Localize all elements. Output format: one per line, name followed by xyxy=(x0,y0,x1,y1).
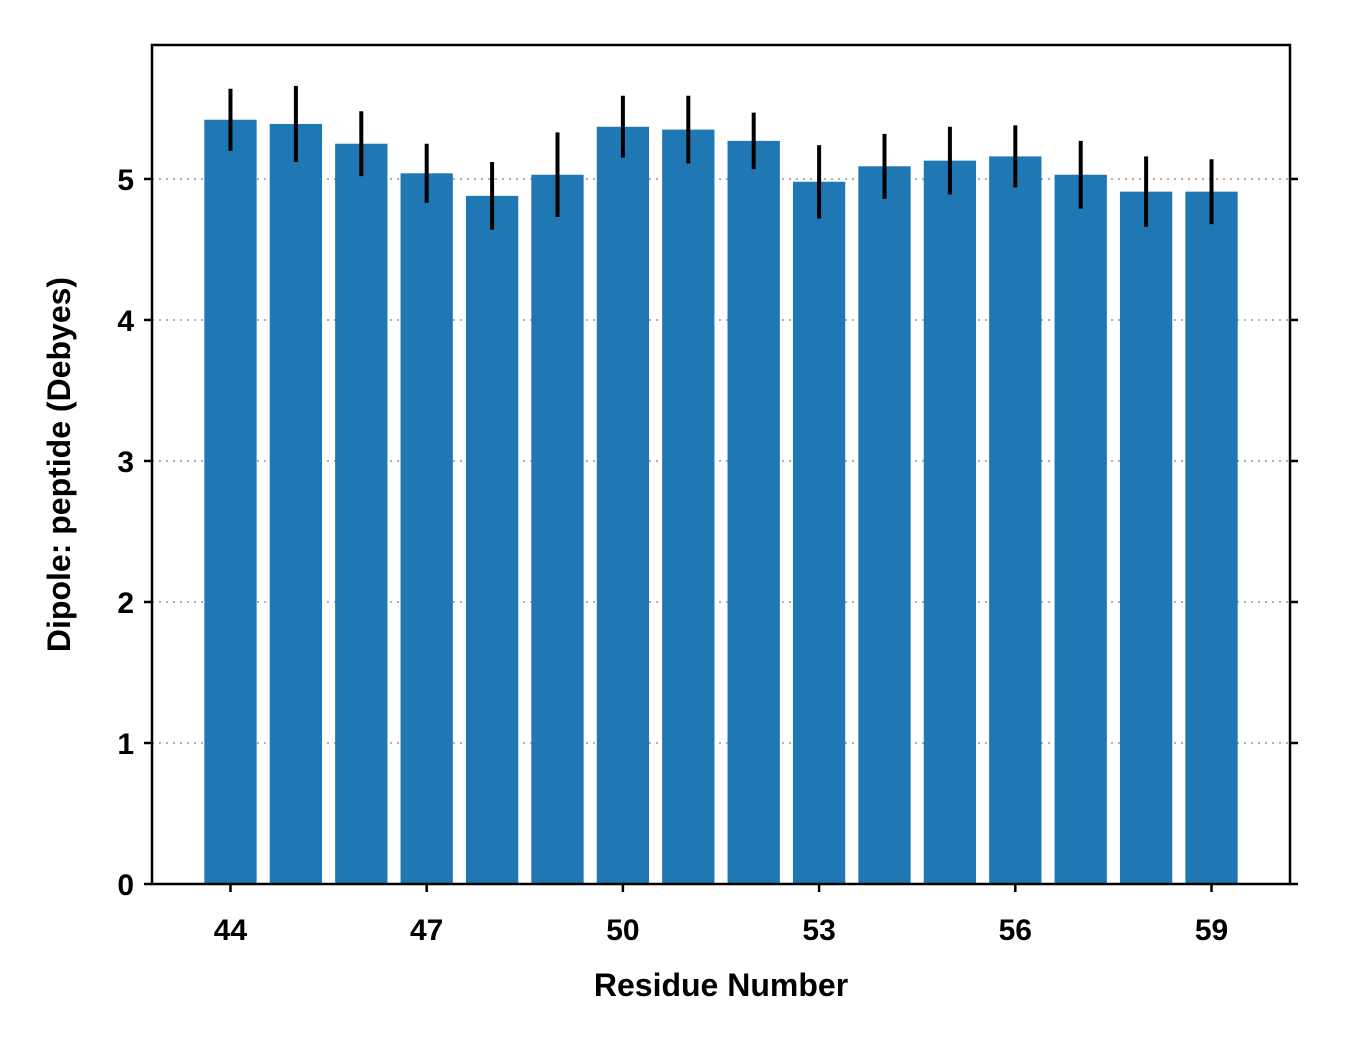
bar-residue-49 xyxy=(531,174,584,885)
x-tick-label: 47 xyxy=(410,914,443,947)
bar-residue-59 xyxy=(1185,191,1238,884)
bar-residue-45 xyxy=(269,123,323,884)
bar-residue-57 xyxy=(1054,174,1107,885)
bar-residue-50 xyxy=(596,126,650,885)
bar-residue-54 xyxy=(858,166,911,885)
bar-residue-46 xyxy=(335,143,388,885)
bar-residue-55 xyxy=(923,160,977,884)
x-axis-label: Residue Number xyxy=(594,967,848,1003)
bar-residue-53 xyxy=(792,181,846,885)
bar-residue-48 xyxy=(465,195,519,884)
y-tick-label: 2 xyxy=(117,587,134,620)
x-tick-label: 56 xyxy=(999,914,1032,947)
y-tick-label: 5 xyxy=(117,164,134,197)
x-tick-label: 53 xyxy=(802,914,835,947)
bar-residue-56 xyxy=(989,156,1042,885)
error-bars xyxy=(228,85,1214,230)
gridlines xyxy=(152,177,1290,744)
y-axis-label: Dipole: peptide (Debyes) xyxy=(41,277,77,652)
bar-residue-52 xyxy=(727,140,780,884)
x-tick-label: 50 xyxy=(606,914,639,947)
x-tick-label: 59 xyxy=(1195,914,1228,947)
bar-residue-47 xyxy=(400,173,453,885)
bar-residue-58 xyxy=(1119,191,1173,884)
y-tick-label: 3 xyxy=(117,446,134,479)
bar-residue-51 xyxy=(662,129,715,884)
x-tick-label: 44 xyxy=(214,914,248,947)
plot-frame xyxy=(150,43,1292,886)
y-tick-label: 0 xyxy=(117,869,134,902)
bar-residue-44 xyxy=(204,119,257,885)
y-tick-label: 4 xyxy=(117,305,134,338)
y-tick-label: 1 xyxy=(117,728,134,761)
bars xyxy=(204,119,1238,885)
axis-ticks: 0 1 2 3 4 5 44 47 50 53 56 59 xyxy=(117,164,1298,947)
